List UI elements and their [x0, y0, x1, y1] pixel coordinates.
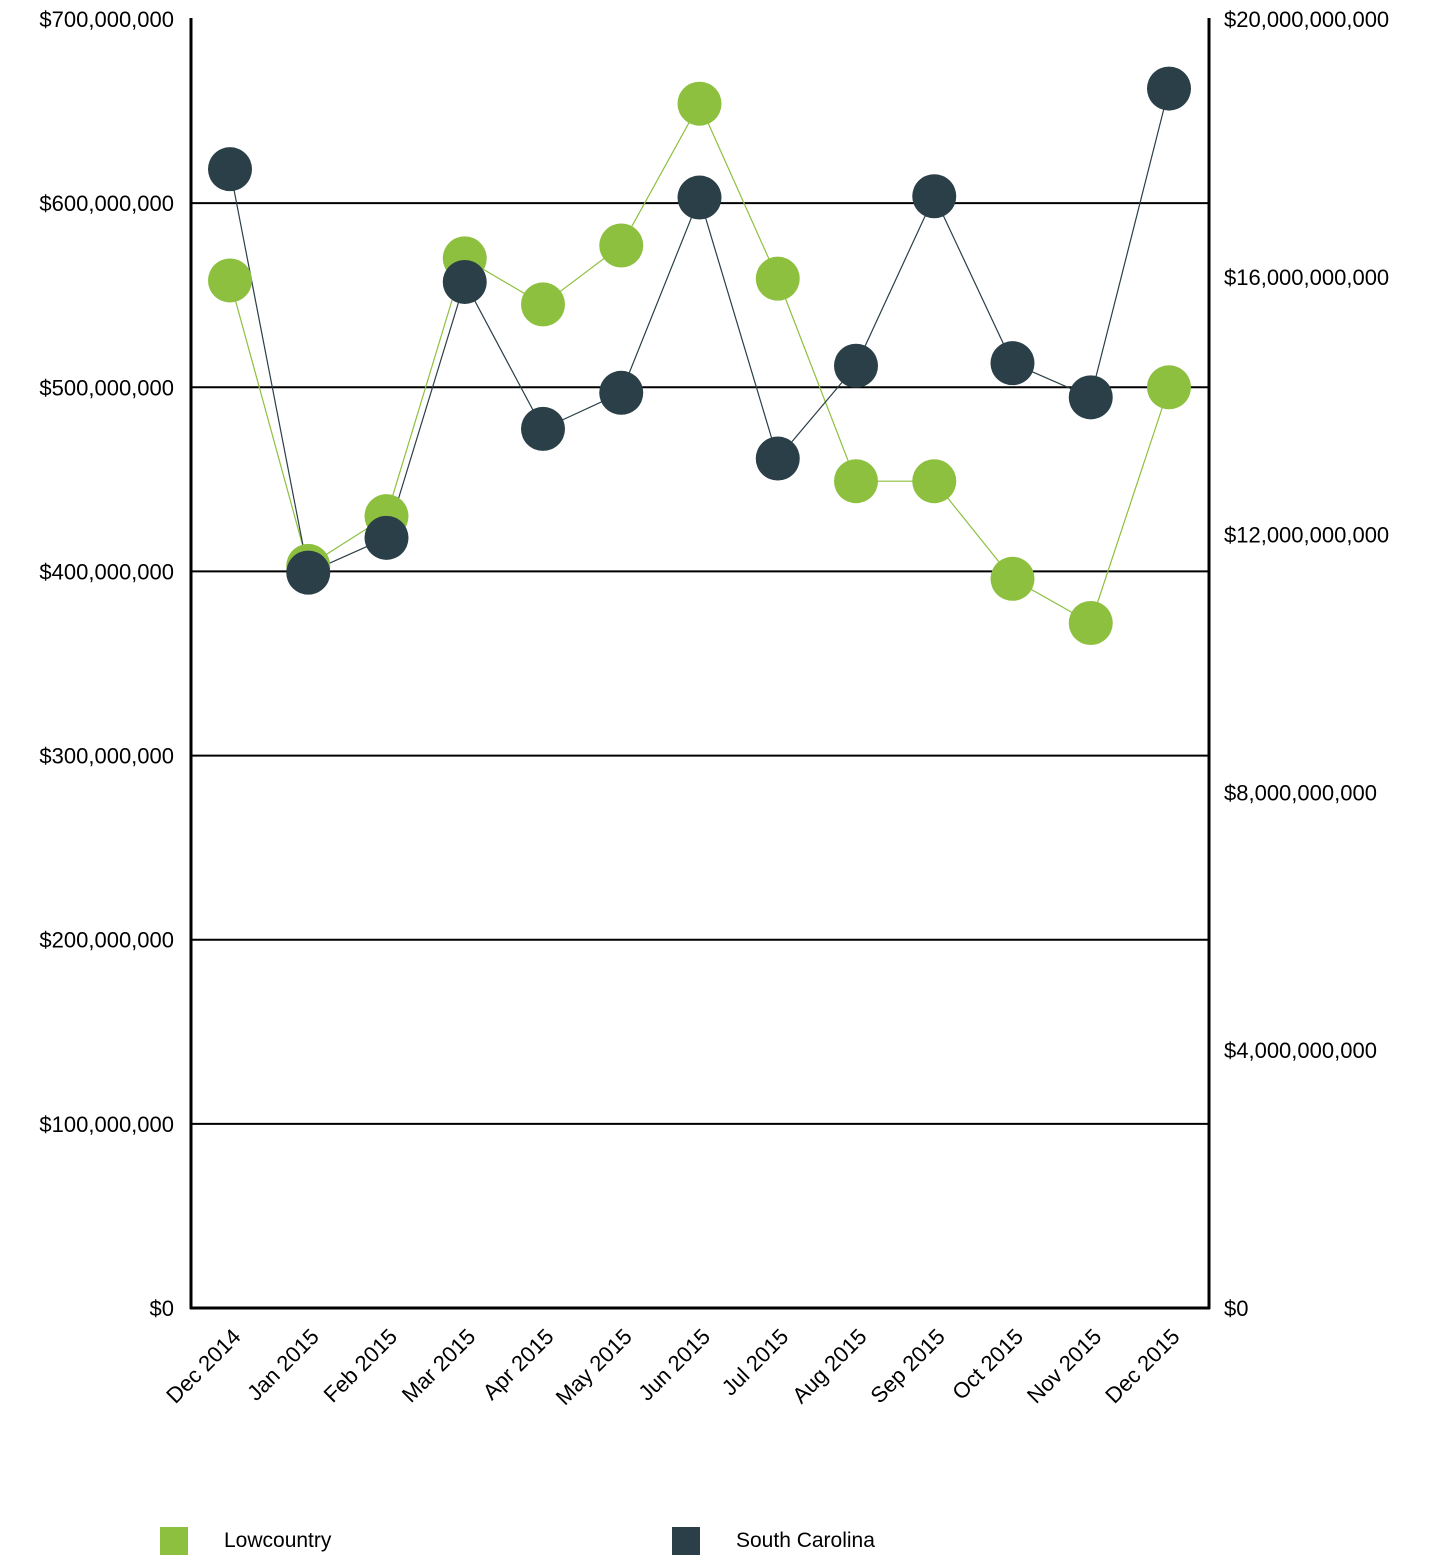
x-tick-label: May 2015	[551, 1324, 637, 1410]
x-tick-label: Aug 2015	[787, 1324, 871, 1408]
x-tick-label: Nov 2015	[1022, 1324, 1106, 1408]
x-tick-label: Jun 2015	[633, 1324, 715, 1406]
x-tick-label: Apr 2015	[478, 1324, 559, 1405]
y-right-tick-label: $0	[1224, 1296, 1248, 1321]
data-point-south-carolina	[677, 175, 722, 220]
data-point-south-carolina	[1147, 66, 1191, 111]
x-tick-label: Jan 2015	[242, 1324, 324, 1406]
data-point-lowcountry	[1068, 600, 1113, 645]
data-point-south-carolina	[442, 259, 487, 304]
x-tick-label: Dec 2014	[161, 1324, 245, 1408]
y-left-tick-label: $700,000,000	[39, 7, 174, 32]
data-point-south-carolina	[990, 341, 1035, 386]
data-point-lowcountry	[599, 223, 644, 268]
data-point-south-carolina	[521, 406, 565, 451]
data-point-lowcountry	[1147, 365, 1191, 410]
legend-item-lowcountry: Lowcountry	[160, 1527, 331, 1555]
x-tick-label: Feb 2015	[319, 1324, 402, 1407]
x-tick-label: Mar 2015	[397, 1324, 480, 1407]
y-left-tick-label: $300,000,000	[39, 744, 174, 769]
y-left-tick-label: $100,000,000	[39, 1112, 174, 1137]
data-point-south-carolina	[755, 436, 800, 481]
data-point-south-carolina	[912, 174, 957, 219]
data-point-south-carolina	[834, 343, 878, 388]
legend-swatch-south-carolina	[672, 1527, 700, 1555]
data-point-lowcountry	[521, 282, 565, 327]
data-point-lowcountry	[677, 81, 722, 126]
y-left-tick-label: $500,000,000	[39, 375, 174, 400]
data-point-south-carolina	[208, 147, 252, 192]
data-point-lowcountry	[208, 258, 252, 303]
y-left-tick-label: $200,000,000	[39, 928, 174, 953]
y-right-tick-label: $16,000,000,000	[1224, 265, 1389, 290]
legend-item-south-carolina: South Carolina	[672, 1527, 875, 1555]
y-left-tick-label: $400,000,000	[39, 559, 174, 584]
chart: $0 $100,000,000 $200,000,000 $300,000,000 $4…	[39, 7, 1389, 1410]
y-right-tick-label: $4,000,000,000	[1224, 1038, 1377, 1063]
legend-swatch-lowcountry	[160, 1527, 188, 1555]
x-tick-label: Sep 2015	[865, 1324, 949, 1408]
y-left-tick-label: $0	[150, 1296, 174, 1321]
data-point-lowcountry	[834, 459, 878, 504]
data-point-lowcountry	[990, 556, 1035, 601]
data-point-lowcountry	[755, 256, 800, 301]
legend-label-south-carolina: South Carolina	[736, 1529, 875, 1552]
data-point-south-carolina	[1068, 375, 1113, 420]
x-tick-label: Jul 2015	[717, 1324, 794, 1401]
series-line-south-carolina	[229, 88, 1170, 574]
x-tick-label: Oct 2015	[947, 1324, 1028, 1405]
x-tick-label: Dec 2015	[1100, 1324, 1184, 1408]
y-left-tick-label: $600,000,000	[39, 191, 174, 216]
data-point-south-carolina	[364, 515, 409, 560]
data-point-south-carolina	[599, 370, 644, 415]
y-right-tick-label: $12,000,000,000	[1224, 523, 1389, 548]
data-point-lowcountry	[912, 459, 957, 504]
y-right-tick-label: $8,000,000,000	[1224, 780, 1377, 805]
legend-label-lowcountry: Lowcountry	[224, 1529, 332, 1552]
y-right-tick-label: $20,000,000,000	[1224, 7, 1389, 32]
data-point-south-carolina	[286, 550, 331, 595]
